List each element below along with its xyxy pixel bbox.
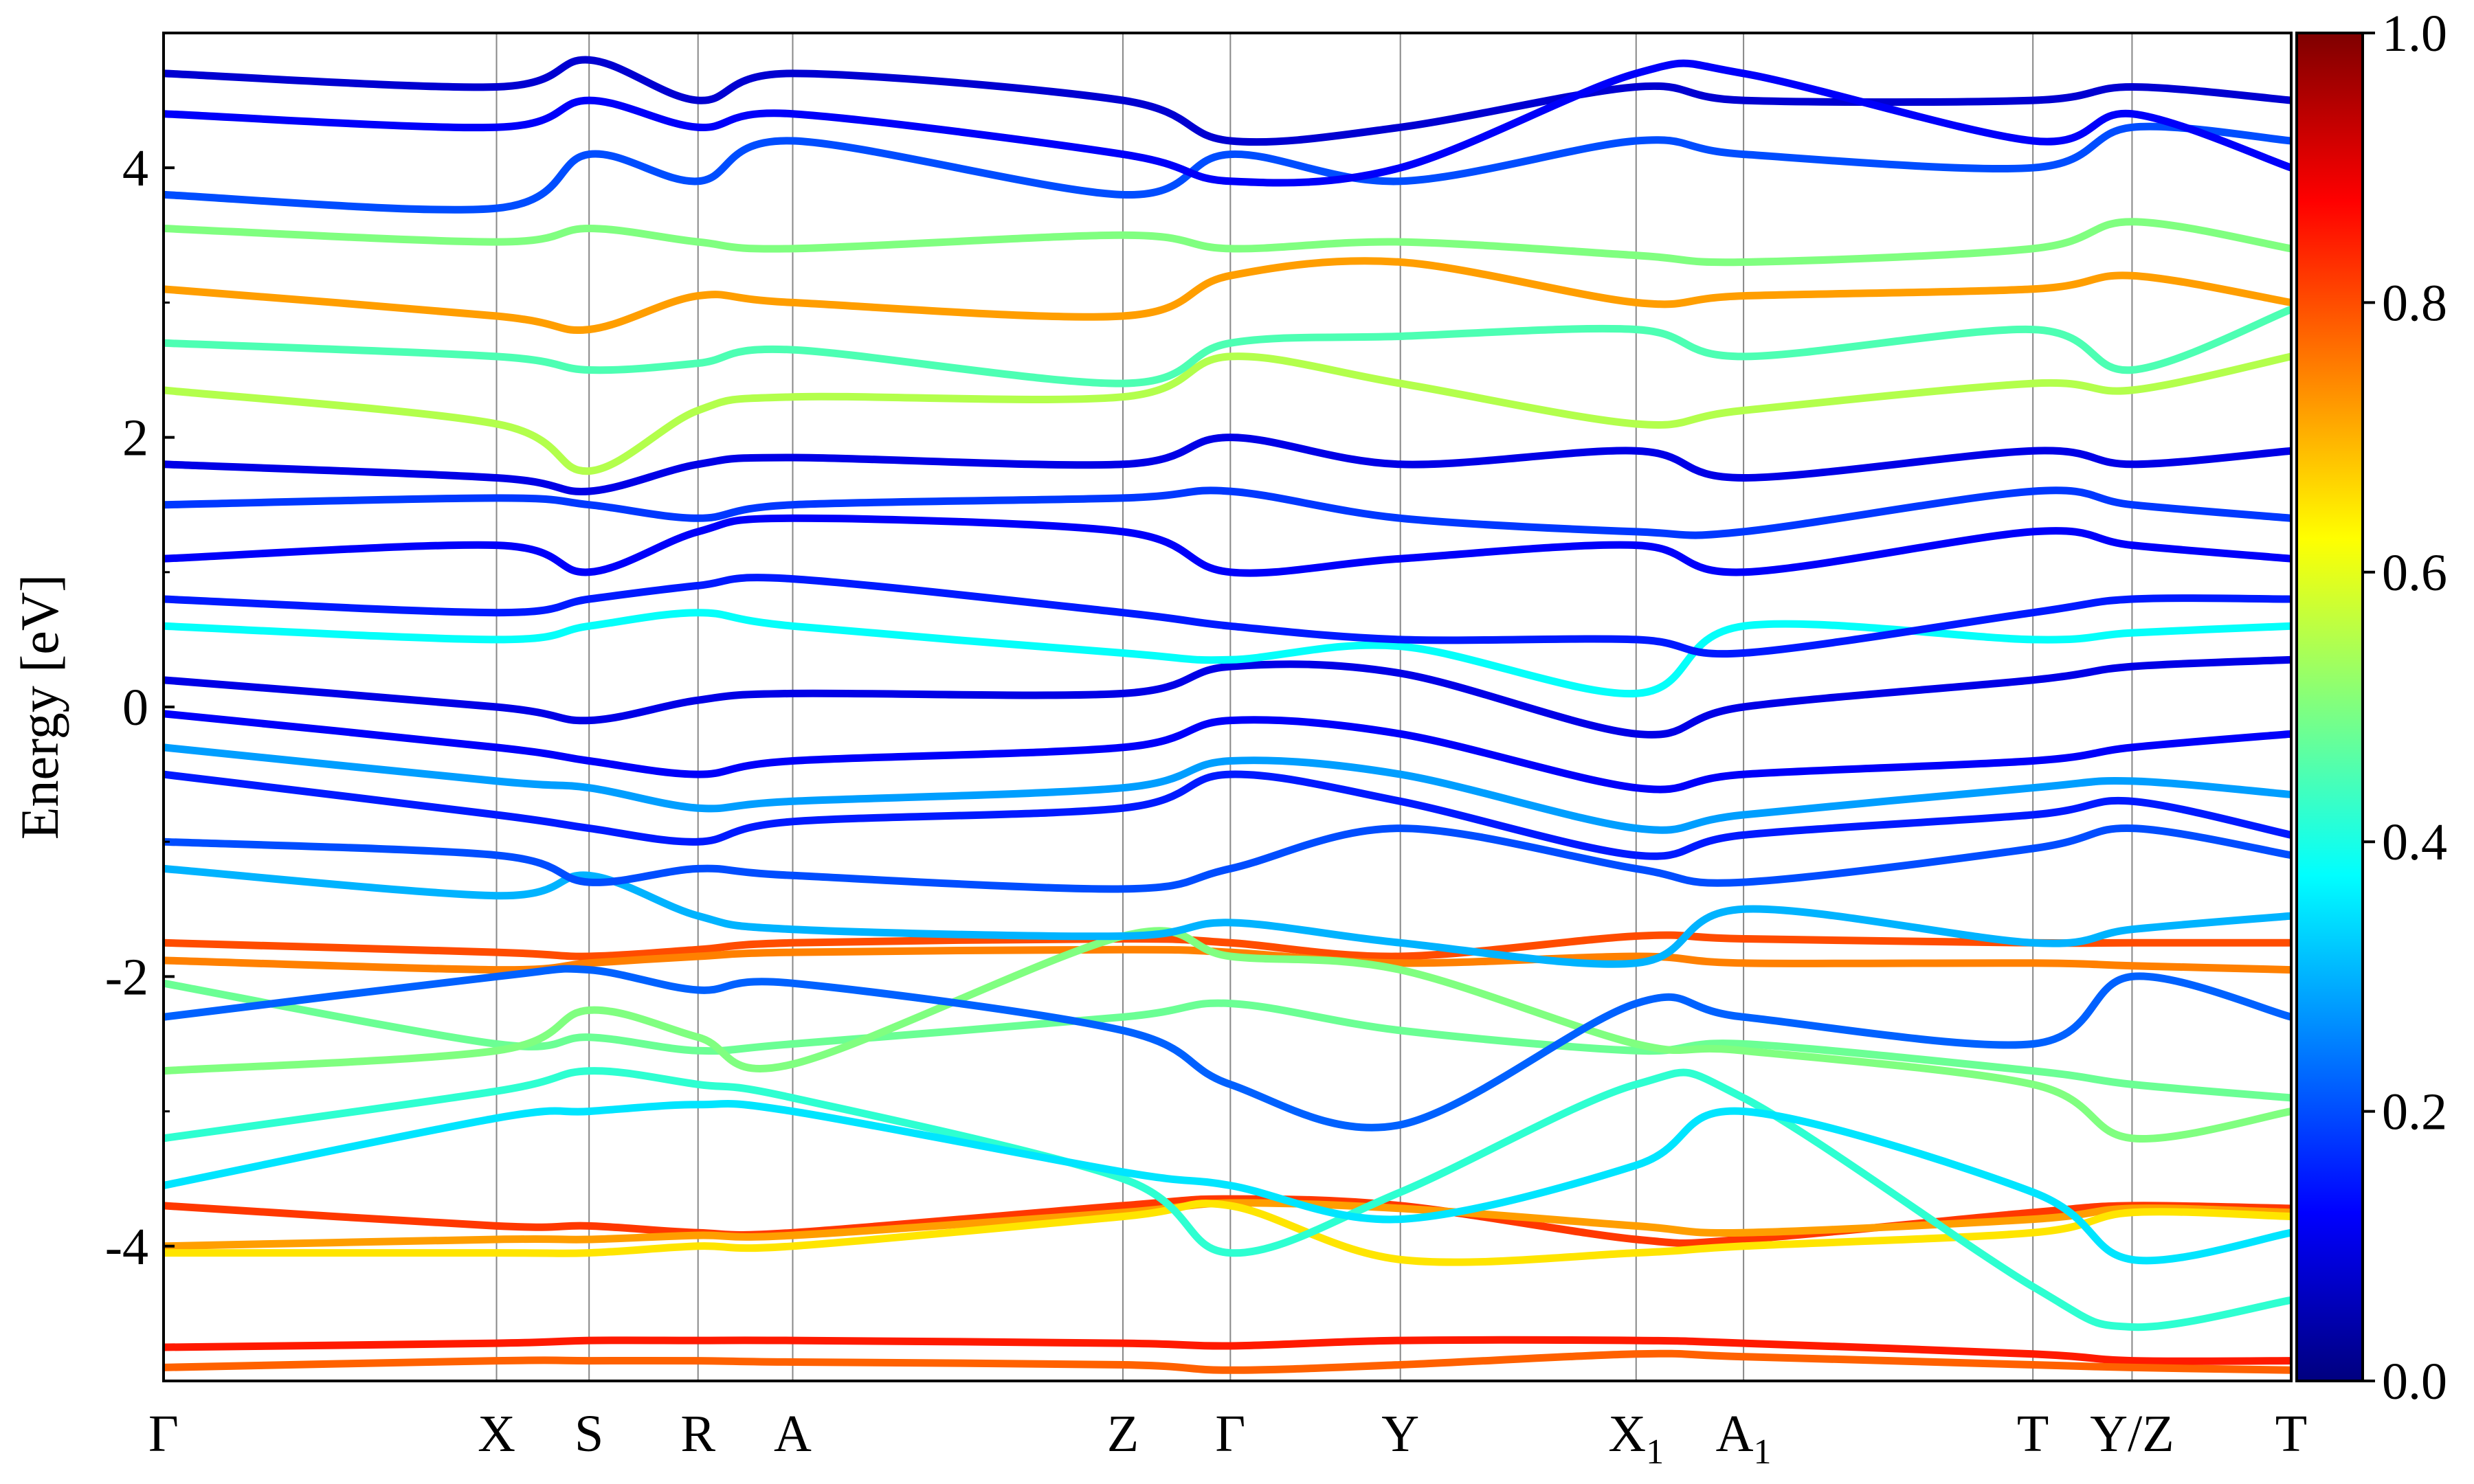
kpoint-label: Z (1107, 1405, 1139, 1463)
kpoint-label: A1 (1716, 1405, 1772, 1472)
kpoint-label: Γ (148, 1405, 179, 1463)
band-line (164, 56, 2291, 146)
kpoint-label: Y/Z (2090, 1405, 2174, 1463)
kpoint-label: Γ (1215, 1405, 1245, 1463)
kpoint-label: Y (1381, 1405, 1419, 1463)
kpoint-label: T (2017, 1405, 2049, 1463)
y-tick-label: 0 (122, 679, 148, 737)
band-line (164, 655, 2291, 739)
y-tick-label: 4 (122, 139, 148, 197)
kpoint-label: R (680, 1405, 715, 1463)
colorbar-tick-label: 0.6 (2382, 544, 2447, 602)
kpoint-label: S (575, 1405, 603, 1463)
band-line (164, 352, 2291, 475)
colorbar-ticks: 0.0 0.2 0.4 0.6 0.8 1.0 (2363, 5, 2447, 1410)
band-line (164, 743, 2291, 834)
colorbar-tick-label: 1.0 (2382, 5, 2447, 63)
x-axis-kpoint-labels: Γ X S R A Z Γ Y X1 A1 T Y/Z T (148, 1405, 2307, 1472)
kpoint-label: A (774, 1405, 812, 1463)
kpoint-label: X1 (1608, 1405, 1664, 1472)
band-line (164, 1100, 2291, 1265)
band-line (164, 305, 2291, 387)
y-axis-ticks: 4 2 0 -2 -4 (105, 32, 175, 1382)
band-line (164, 979, 2291, 1102)
y-tick-label: -4 (105, 1218, 148, 1276)
band-line (164, 1195, 2291, 1248)
band-line (164, 710, 2291, 794)
band-line (164, 122, 2291, 214)
band-line (164, 434, 2291, 496)
colorbar-tick-label: 0.0 (2382, 1353, 2447, 1410)
colorbar-tick-label: 0.2 (2382, 1083, 2447, 1141)
colorbar-tick-label: 0.8 (2382, 274, 2447, 332)
band-lines (164, 56, 2291, 1374)
band-line (164, 609, 2291, 698)
band-line (164, 1336, 2291, 1365)
band-line (164, 945, 2291, 974)
colorbar (2295, 32, 2364, 1382)
y-tick-label: -2 (105, 948, 148, 1006)
band-line (164, 59, 2291, 187)
band-line (164, 486, 2291, 539)
band-line (164, 864, 2291, 968)
y-axis-title: Energy [eV] (10, 574, 69, 840)
kpoint-label: X (478, 1405, 515, 1463)
band-line (164, 1349, 2291, 1374)
band-line (164, 257, 2291, 335)
band-line (164, 218, 2291, 267)
colorbar-tick-label: 0.4 (2382, 813, 2447, 871)
band-line (164, 824, 2291, 893)
band-line (164, 574, 2291, 658)
y-tick-label: 2 (122, 409, 148, 467)
high-symmetry-lines (495, 33, 2133, 1381)
band-line (164, 514, 2291, 577)
band-line (164, 1200, 2291, 1266)
kpoint-label: T (2275, 1405, 2307, 1463)
band-line (164, 965, 2291, 1132)
band-line (164, 1067, 2291, 1331)
band-line (164, 927, 2291, 1143)
band-line (164, 770, 2291, 860)
